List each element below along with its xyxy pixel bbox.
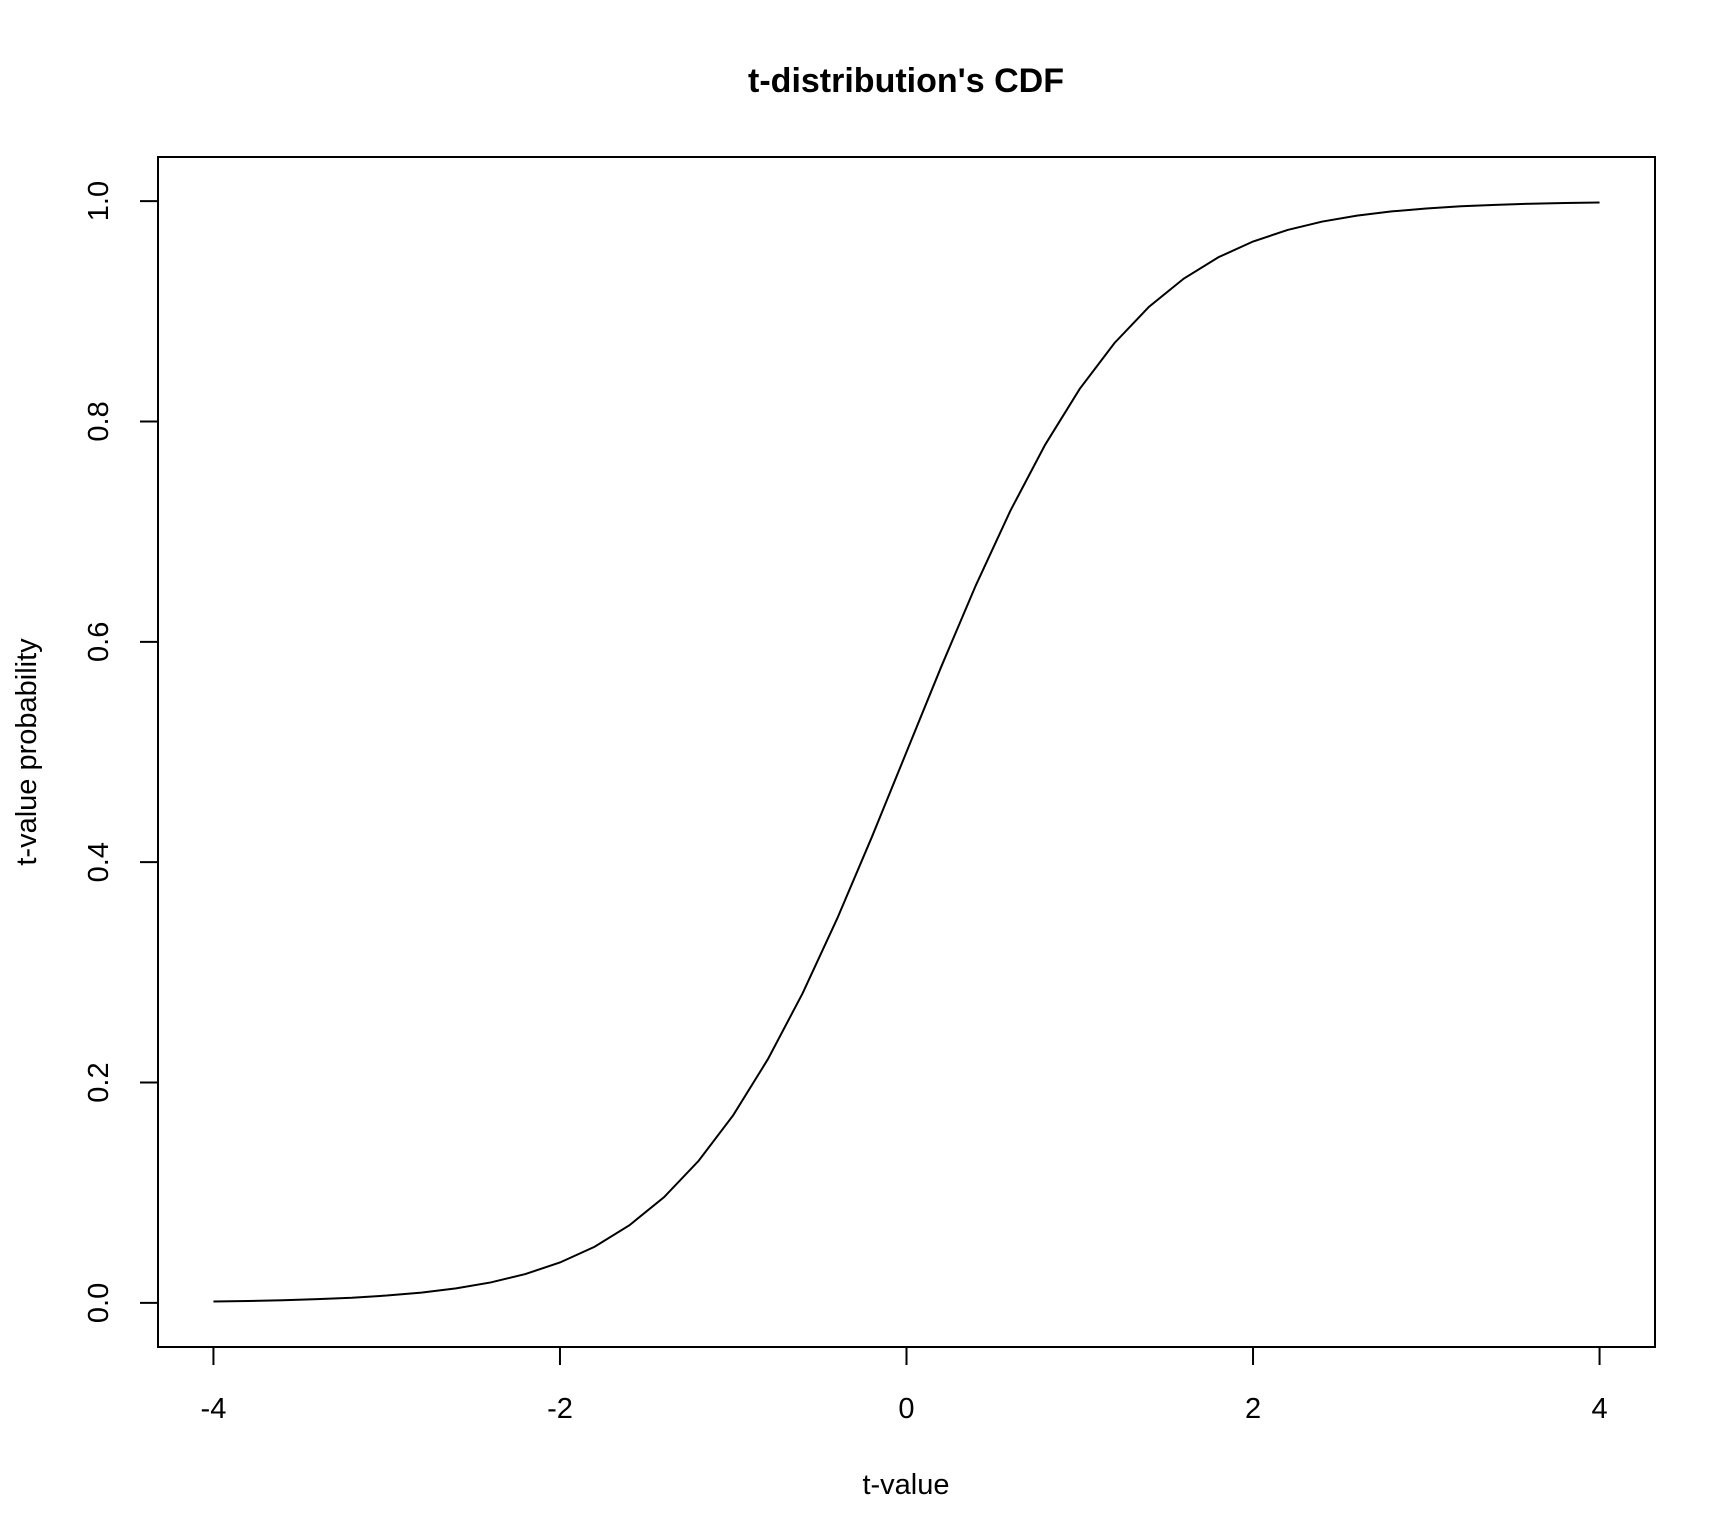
y-tick-label: 0.8 bbox=[83, 401, 115, 441]
x-tick-label: 2 bbox=[1245, 1393, 1261, 1425]
chart-title: t-distribution's CDF bbox=[748, 62, 1064, 100]
y-tick-label: 1.0 bbox=[83, 181, 115, 221]
y-tick-label: 0.4 bbox=[83, 842, 115, 882]
x-tick-label: -4 bbox=[201, 1393, 227, 1425]
line-series bbox=[213, 201, 1600, 1303]
x-axis-label: t-value bbox=[862, 1469, 949, 1501]
x-tick-label: 0 bbox=[898, 1393, 914, 1425]
x-tick-label: 4 bbox=[1591, 1393, 1607, 1425]
y-axis-label: t-value probability bbox=[11, 638, 43, 866]
y-tick-label: 0.2 bbox=[83, 1062, 115, 1102]
y-tick-label: 0.0 bbox=[83, 1283, 115, 1323]
x-tick-label: -2 bbox=[547, 1393, 573, 1425]
y-tick-label: 0.6 bbox=[83, 622, 115, 662]
